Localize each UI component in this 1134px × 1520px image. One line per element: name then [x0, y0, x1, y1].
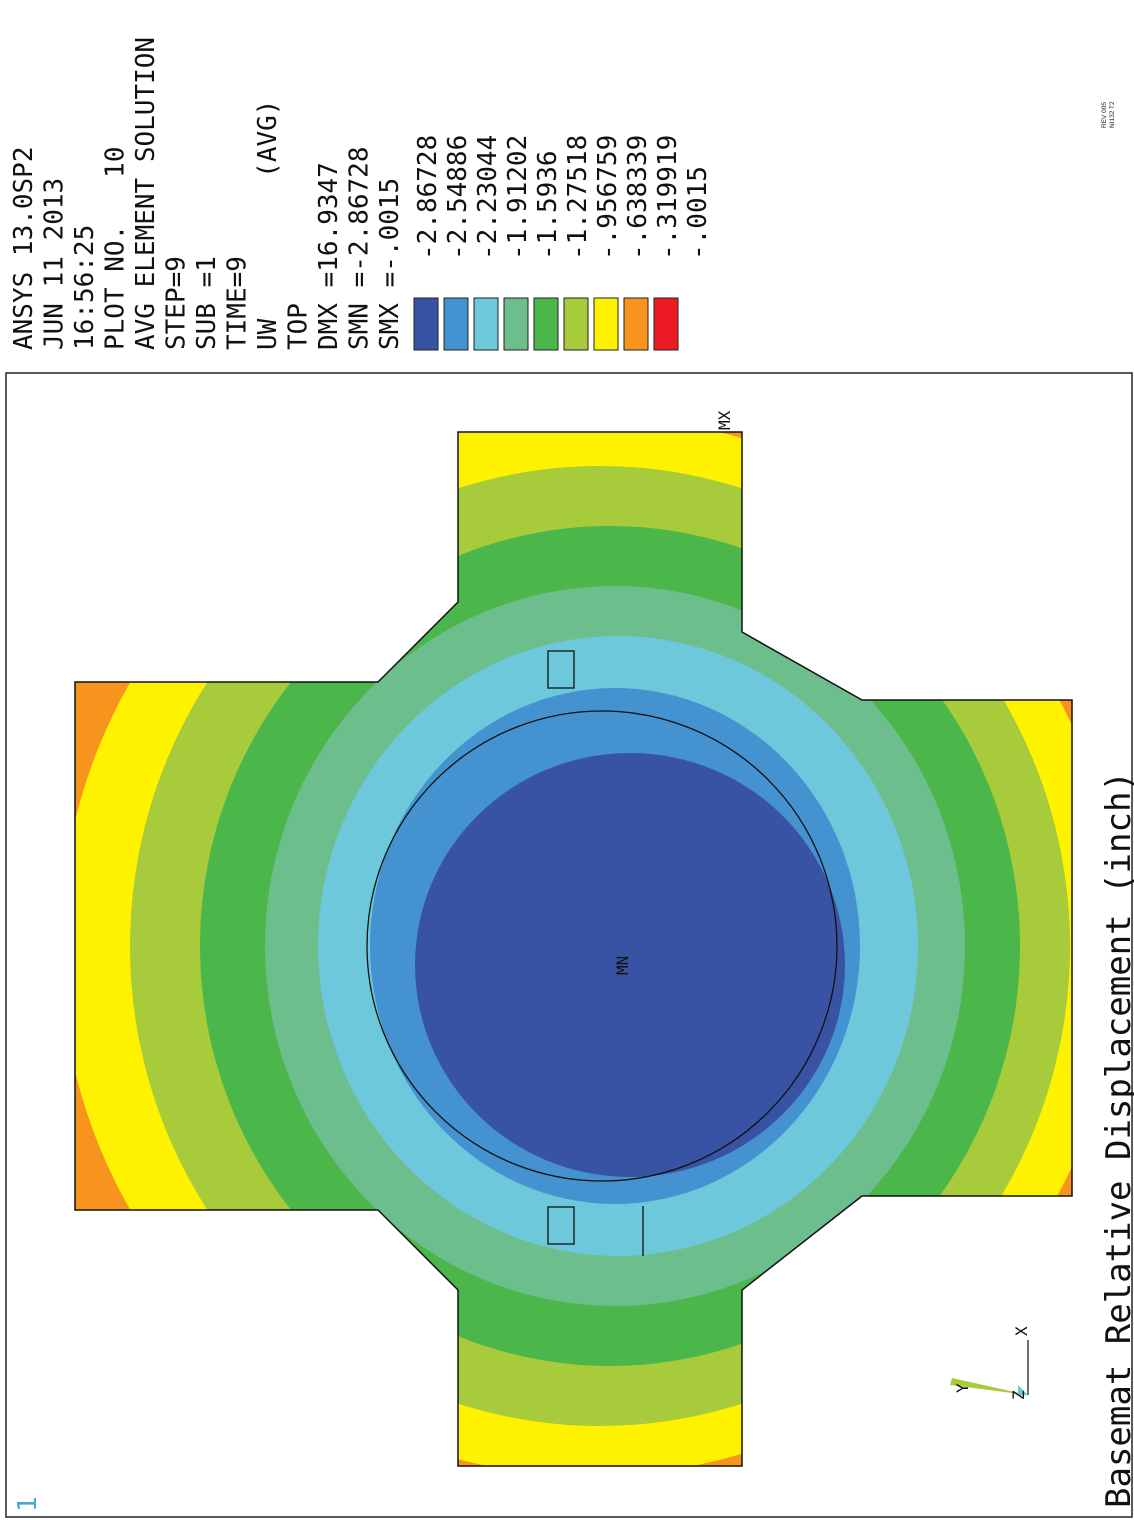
legend-swatch [503, 297, 529, 351]
legend-value: -2.54886 [443, 135, 473, 260]
contour-band-darkblue [415, 753, 845, 1177]
header-line: PLOT NO. 10 [101, 147, 131, 351]
legend-value: -.319919 [653, 135, 683, 260]
legend-swatch [593, 297, 619, 351]
header-line: DMX =16.9347 [314, 162, 344, 350]
min-marker: MN [613, 956, 632, 975]
legend-value: -2.86728 [413, 135, 443, 260]
header-line: ANSYS 13.0SP2 [9, 147, 39, 351]
header-line: SMX =-.0015 [375, 178, 405, 350]
rev-line-1: REV 005 [1101, 102, 1108, 128]
window-number: 1 [13, 1496, 43, 1512]
basemat-outline [74, 431, 1073, 1467]
header-line: TOP [284, 303, 314, 350]
contour-plot [75, 432, 1072, 1466]
plot-frame [5, 372, 1133, 1518]
max-marker: MX [715, 410, 734, 430]
revision-block: REV 005 NI132 T2 [1101, 101, 1116, 128]
triad-z-label: Z [1009, 1390, 1028, 1400]
rev-line-2: NI132 T2 [1109, 101, 1116, 128]
legend-value: -.956759 [593, 135, 623, 260]
axis-triad: X Y Z [950, 1326, 1031, 1400]
opening-rect-right [547, 650, 575, 689]
legend: -2.86728 -2.54886 -2.23044 -1.91202 -1.5936-… [413, 135, 713, 351]
header-line: UW (AVG) [253, 100, 283, 350]
header-line: 16:56:25 [70, 225, 100, 350]
header-line: AVG ELEMENT SOLUTION [131, 37, 161, 350]
legend-swatch [563, 297, 589, 351]
header-text-block: ANSYS 13.0SP2 JUN 11 2013 16:56:25 PLOT NO.… [9, 37, 405, 350]
opening-rect-left [547, 1206, 575, 1245]
triad-y-label: Y [953, 1383, 972, 1393]
legend-value: -.638339 [623, 135, 653, 260]
legend-value: -1.5936 [533, 150, 563, 260]
header-line: TIME=9 [223, 256, 253, 350]
legend-swatch [653, 297, 679, 351]
triad-x-label: X [1012, 1326, 1031, 1336]
legend-swatch [533, 297, 559, 351]
legend-swatch [443, 297, 469, 351]
legend-value: -1.91202 [503, 135, 533, 260]
legend-swatch [473, 297, 499, 351]
legend-swatch [413, 297, 439, 351]
plot-title: Basemat Relative Displacement (inch) [1099, 771, 1134, 1508]
containment-circle [366, 710, 838, 1182]
legend-value: -1.27518 [563, 135, 593, 260]
header-line: JUN 11 2013 [40, 178, 70, 350]
header-line: SUB =1 [192, 256, 222, 350]
header-line: STEP=9 [162, 256, 192, 350]
legend-swatch [623, 297, 649, 351]
legend-value: -.0015 [683, 166, 713, 260]
legend-value: -2.23044 [473, 135, 503, 260]
header-line: SMN =-2.86728 [345, 147, 375, 351]
